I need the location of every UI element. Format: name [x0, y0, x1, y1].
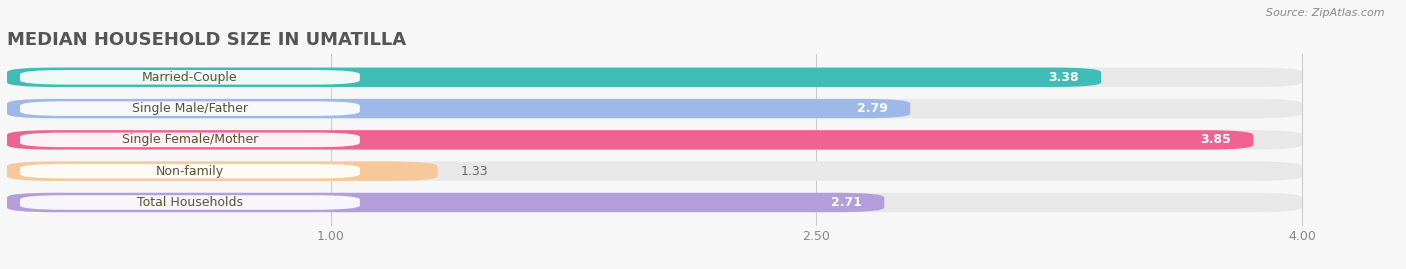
FancyBboxPatch shape [20, 195, 360, 210]
Text: 3.38: 3.38 [1047, 71, 1078, 84]
Text: MEDIAN HOUSEHOLD SIZE IN UMATILLA: MEDIAN HOUSEHOLD SIZE IN UMATILLA [7, 31, 406, 49]
Text: 2.71: 2.71 [831, 196, 862, 209]
Text: Total Households: Total Households [136, 196, 243, 209]
FancyBboxPatch shape [7, 193, 884, 212]
FancyBboxPatch shape [7, 99, 1302, 118]
FancyBboxPatch shape [7, 130, 1253, 150]
FancyBboxPatch shape [20, 164, 360, 178]
FancyBboxPatch shape [7, 99, 910, 118]
Text: Single Female/Mother: Single Female/Mother [122, 133, 259, 146]
FancyBboxPatch shape [7, 193, 1302, 212]
Text: Single Male/Father: Single Male/Father [132, 102, 247, 115]
FancyBboxPatch shape [7, 161, 1302, 181]
FancyBboxPatch shape [20, 133, 360, 147]
FancyBboxPatch shape [7, 161, 437, 181]
Text: Source: ZipAtlas.com: Source: ZipAtlas.com [1267, 8, 1385, 18]
FancyBboxPatch shape [7, 68, 1302, 87]
Text: Non-family: Non-family [156, 165, 224, 178]
Text: 1.33: 1.33 [460, 165, 488, 178]
FancyBboxPatch shape [20, 101, 360, 116]
Text: 3.85: 3.85 [1199, 133, 1230, 146]
FancyBboxPatch shape [7, 130, 1302, 150]
FancyBboxPatch shape [7, 68, 1101, 87]
FancyBboxPatch shape [20, 70, 360, 84]
Text: 2.79: 2.79 [856, 102, 887, 115]
Text: Married-Couple: Married-Couple [142, 71, 238, 84]
